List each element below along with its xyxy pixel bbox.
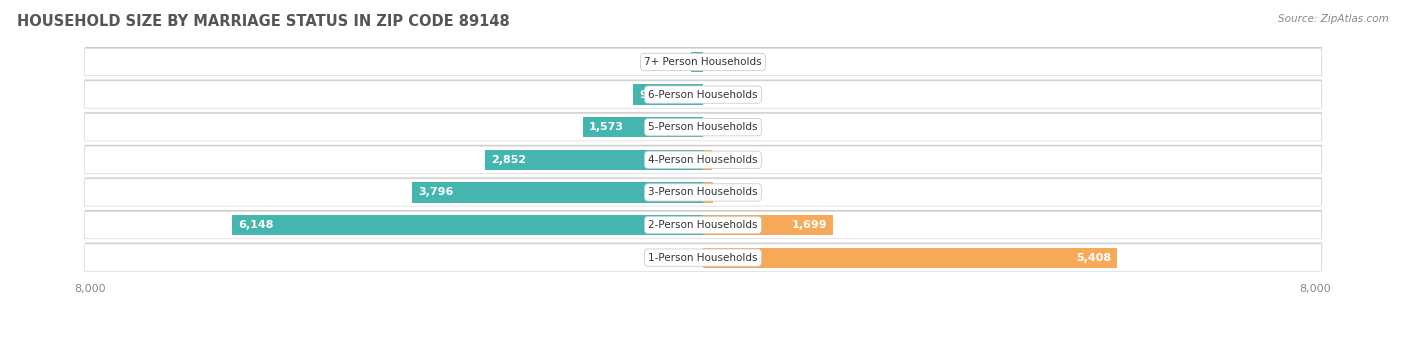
FancyBboxPatch shape [84,48,1322,76]
FancyBboxPatch shape [84,177,1322,205]
Text: 908: 908 [640,90,662,100]
FancyBboxPatch shape [84,179,1322,206]
Text: 3,796: 3,796 [419,187,454,198]
Bar [703,248,1116,268]
Bar [582,117,703,137]
Text: 2-Person Households: 2-Person Households [648,220,758,230]
Text: 5-Person Households: 5-Person Households [648,122,758,132]
Bar [703,182,713,203]
Text: 5,408: 5,408 [1076,253,1111,262]
Bar [703,150,711,170]
Text: 0: 0 [714,122,721,132]
Bar [412,182,703,203]
Text: 6-Person Households: 6-Person Households [648,90,758,100]
FancyBboxPatch shape [84,112,1322,140]
Text: 0: 0 [714,57,721,67]
Text: 0: 0 [714,90,721,100]
FancyBboxPatch shape [84,243,1322,270]
Text: 1-Person Households: 1-Person Households [648,253,758,262]
Text: 1,699: 1,699 [792,220,827,230]
Bar [690,52,703,72]
Text: HOUSEHOLD SIZE BY MARRIAGE STATUS IN ZIP CODE 89148: HOUSEHOLD SIZE BY MARRIAGE STATUS IN ZIP… [17,14,509,29]
Text: 161: 161 [665,57,686,67]
Text: 4-Person Households: 4-Person Households [648,155,758,165]
FancyBboxPatch shape [84,244,1322,271]
FancyBboxPatch shape [84,81,1322,108]
Text: 133: 133 [718,187,738,198]
FancyBboxPatch shape [84,146,1322,173]
FancyBboxPatch shape [84,114,1322,141]
Bar [485,150,703,170]
Text: 6,148: 6,148 [239,220,274,230]
Text: 7+ Person Households: 7+ Person Households [644,57,762,67]
FancyBboxPatch shape [84,211,1322,239]
FancyBboxPatch shape [84,47,1322,74]
FancyBboxPatch shape [84,210,1322,237]
Bar [232,215,703,235]
Text: 1,573: 1,573 [589,122,624,132]
FancyBboxPatch shape [84,145,1322,172]
Text: 112: 112 [716,155,737,165]
Text: 3-Person Households: 3-Person Households [648,187,758,198]
FancyBboxPatch shape [84,80,1322,107]
Bar [703,215,834,235]
Text: 2,852: 2,852 [491,155,526,165]
Bar [634,84,703,105]
Text: Source: ZipAtlas.com: Source: ZipAtlas.com [1278,14,1389,23]
